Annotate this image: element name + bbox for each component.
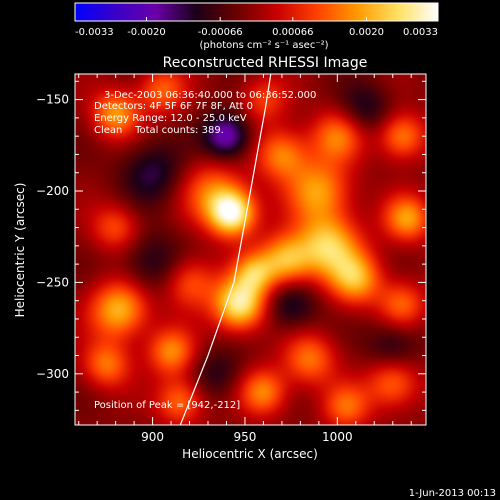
colorbar-tick-label: -0.0033 [75,27,114,38]
x-tick-label: 950 [234,430,257,444]
annotation-energy-range: Energy Range: 12.0 - 25.0 keV [94,113,247,124]
y-tick-label: −200 [36,184,69,198]
colorbar-unit-label: (photons cm⁻² s⁻¹ asec⁻²) [199,40,328,51]
colorbar-ticks: -0.0033 -0.0020 -0.00066 0.00066 0.0020 0.003… [74,17,439,38]
annotation-time-range: 3-Dec-2003 06:36:40.000 to 06:36:52.000 [104,90,316,101]
y-axis-label: Heliocentric Y (arcsec) [13,183,27,318]
x-tick-label: 900 [141,430,164,444]
y-tick-label: −300 [36,367,69,381]
y-tick-label: −250 [36,275,69,289]
axes: 900 950 1000 −150 −200 −250 −300 [36,74,426,444]
chart-title: Reconstructed RHESSI Image [163,55,368,71]
colorbar-tick-label: -0.00066 [198,27,243,38]
x-axis-label: Heliocentric X (arcsec) [182,447,318,461]
heatmap-area [75,74,426,425]
x-tick-label: 1000 [322,430,353,444]
colorbar-tick-label: 0.0020 [349,27,384,38]
colorbar-tick-label: 0.0033 [403,27,438,38]
footer-date: 1-Jun-2013 00:13 [409,488,496,499]
colorbar [74,2,439,22]
colorbar-tick-label: 0.00066 [272,27,313,38]
plot-frame [74,73,427,426]
annotation-detectors: Detectors: 4F 5F 6F 7F 8F, Att 0 [94,101,253,112]
heatmap-image [75,74,426,425]
solar-limb-curve [179,74,272,425]
annotation-clean-counts: Clean Total counts: 389. [94,125,224,136]
colorbar-tick-label: -0.0020 [127,27,166,38]
y-tick-label: −150 [36,93,69,107]
annotation-peak-position: Position of Peak = [942,-212] [94,400,240,411]
